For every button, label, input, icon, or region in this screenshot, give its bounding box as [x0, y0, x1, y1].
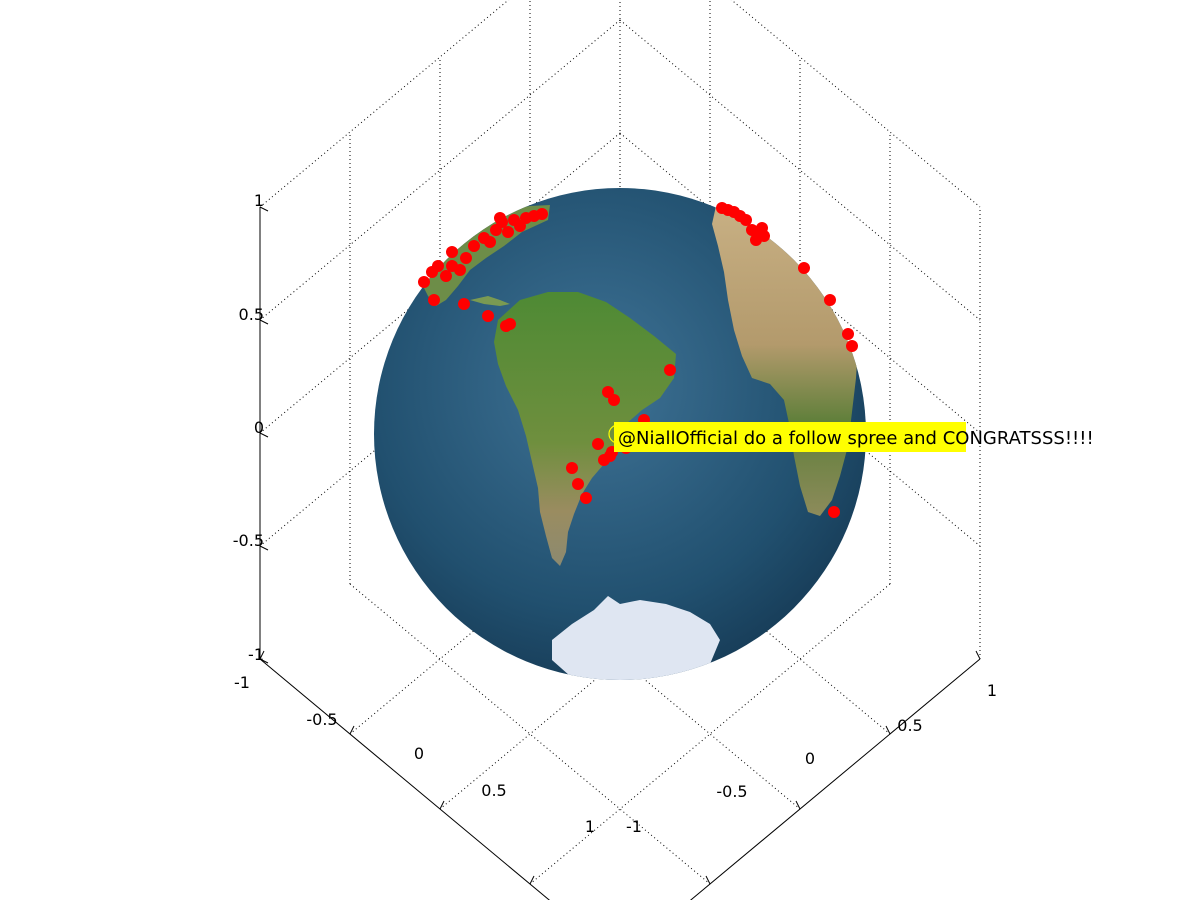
x-tick-label: 0.5 — [481, 781, 506, 800]
tweet-marker[interactable] — [494, 212, 506, 224]
tweet-marker[interactable] — [842, 328, 854, 340]
x-tick-mark — [259, 650, 265, 660]
tweet-marker[interactable] — [440, 270, 452, 282]
y-axis-line — [690, 658, 981, 900]
antarctica-landmass — [552, 596, 720, 680]
tweet-marker[interactable] — [664, 364, 676, 376]
y-tick-label: 0 — [805, 749, 815, 768]
tweet-marker[interactable] — [458, 298, 470, 310]
z-tick-label: -1 — [248, 645, 264, 664]
z-tick-label: 0.5 — [239, 305, 264, 324]
tweet-marker[interactable] — [418, 276, 430, 288]
tweet-marker[interactable] — [824, 294, 836, 306]
z-axis-ticks: 1 0.5 0 -0.5 -1 — [233, 191, 264, 664]
z-tick-label: 0 — [254, 418, 264, 437]
tweet-marker[interactable] — [750, 234, 762, 246]
z-tick-mark — [259, 658, 269, 664]
tweet-marker[interactable] — [604, 450, 616, 462]
z-tick-mark — [259, 206, 269, 212]
tweet-marker[interactable] — [446, 246, 458, 258]
tweet-marker[interactable] — [756, 222, 768, 234]
gridline — [259, 0, 510, 208]
tweet-marker[interactable] — [798, 262, 810, 274]
x-tick-mark — [529, 875, 535, 885]
y-tick-label: 1 — [987, 681, 997, 700]
axis-box — [259, 206, 981, 900]
tweet-marker[interactable] — [482, 310, 494, 322]
tweet-marker[interactable] — [572, 478, 584, 490]
tweet-marker[interactable] — [536, 208, 548, 220]
tweet-marker[interactable] — [580, 492, 592, 504]
x-tick-label: 0 — [414, 744, 424, 763]
tweet-marker[interactable] — [460, 252, 472, 264]
z-tick-mark — [259, 319, 269, 325]
y-tick-mark — [885, 725, 891, 735]
y-axis-ticks: -1 -0.5 0 0.5 1 — [626, 681, 997, 836]
y-tick-label: -1 — [626, 817, 642, 836]
tweet-marker[interactable] — [432, 260, 444, 272]
x-tick-label: 1 — [585, 817, 595, 836]
tweet-marker[interactable] — [592, 438, 604, 450]
tweet-marker[interactable] — [502, 226, 514, 238]
annotation-text: @NiallOfficial do a follow spree and CON… — [618, 428, 1094, 449]
gridline — [730, 0, 981, 208]
x-tick-mark — [439, 800, 445, 810]
tweet-marker[interactable] — [740, 214, 752, 226]
y-tick-label: -0.5 — [716, 782, 747, 801]
tweet-marker[interactable] — [608, 394, 620, 406]
x-tick-label: -0.5 — [306, 710, 337, 729]
x-tick-label: -1 — [234, 673, 250, 692]
tweet-marker[interactable] — [566, 462, 578, 474]
caribbean-islands — [470, 296, 510, 306]
y-tick-mark — [975, 650, 981, 660]
z-tick-label: -0.5 — [233, 531, 264, 550]
tweet-marker[interactable] — [468, 240, 480, 252]
y-tick-mark — [705, 875, 711, 885]
tweet-marker[interactable] — [484, 236, 496, 248]
tweet-marker[interactable] — [828, 506, 840, 518]
y-tick-mark — [795, 800, 801, 810]
tweet-marker[interactable] — [428, 294, 440, 306]
south-america-landmass — [494, 292, 676, 566]
x-axis-line — [259, 658, 550, 900]
y-tick-label: 0.5 — [897, 716, 922, 735]
z-tick-label: 1 — [254, 191, 264, 210]
tweet-marker[interactable] — [504, 318, 516, 330]
tweet-annotation: @NiallOfficial do a follow spree and CON… — [614, 422, 1094, 452]
tweet-marker[interactable] — [454, 264, 466, 276]
z-tick-mark — [259, 432, 269, 438]
tweet-marker[interactable] — [846, 340, 858, 352]
x-axis-ticks: -1 -0.5 0 0.5 1 — [234, 673, 595, 836]
z-tick-mark — [259, 545, 269, 551]
x-tick-mark — [349, 725, 355, 735]
